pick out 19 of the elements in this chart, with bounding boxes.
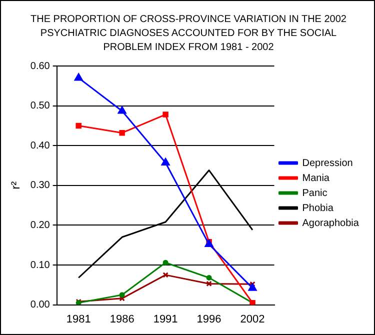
- x-tick-label: 1996: [196, 313, 222, 326]
- legend-label: Panic: [302, 188, 328, 199]
- y-tick-label: 0.00: [30, 300, 50, 311]
- x-tick-label: 1991: [153, 313, 178, 326]
- y-tick-label: 0.40: [30, 140, 50, 152]
- x-tick-label: 1981: [66, 313, 91, 326]
- legend-label: Depression: [302, 158, 353, 169]
- legend-label: Mania: [302, 172, 330, 184]
- x-tick-label: 2002: [240, 313, 265, 326]
- y-axis-title: r²: [8, 181, 23, 190]
- chart-title: THE PROPORTION OF CROSS-PROVINCE VARIATION IN THE 2002 PSYCHIATRIC DIAGNOSES ACCOUNTED FOR BY THE SOCIAL PROBLEM INDEX FROM 1981 - 2002: [30, 13, 348, 55]
- y-tick-label: 0.20: [30, 220, 50, 231]
- x-tick-label: 1986: [110, 313, 134, 326]
- y-tick-label: 0.30: [30, 180, 50, 192]
- y-tick-label: 0.50: [30, 100, 50, 112]
- y-tick-label: 0.60: [30, 60, 50, 72]
- legend-label: Agoraphobia: [302, 218, 360, 229]
- y-tick-label: 0.10: [30, 260, 50, 271]
- legend-label: Phobia: [302, 202, 334, 214]
